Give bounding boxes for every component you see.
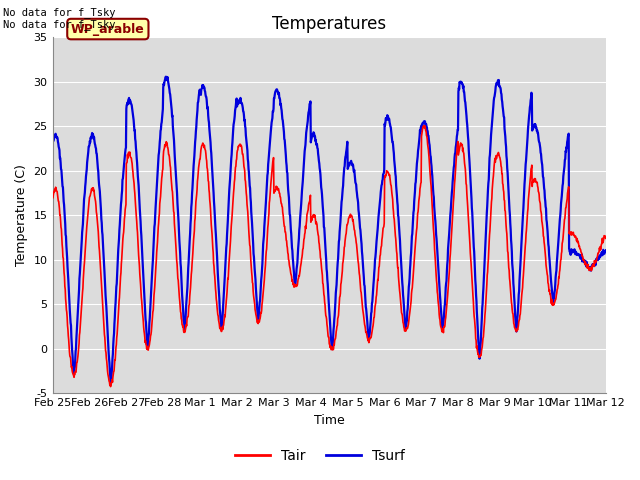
Tair: [488, 199, 495, 205]
Tsurf: [333, 273, 340, 278]
Tair: [420, 123, 428, 129]
Tair: [141, 339, 149, 345]
Text: No data for f_Tsky: No data for f_Tsky: [3, 19, 116, 30]
Tair: [639, 231, 640, 237]
Title: Temperatures: Temperatures: [272, 15, 386, 33]
Line: Tair: Tair: [52, 126, 640, 386]
Text: WP_arable: WP_arable: [71, 23, 145, 36]
Y-axis label: Temperature (C): Temperature (C): [15, 164, 28, 266]
Tair: [632, 252, 639, 258]
Tsurf: [322, 251, 330, 257]
Tair: [333, 327, 340, 333]
Tsurf: [574, 251, 582, 257]
Text: No data for f_Tsky: No data for f_Tsky: [3, 7, 116, 18]
Tsurf: [488, 127, 495, 133]
Tsurf: [639, 249, 640, 254]
Tair: [321, 309, 329, 314]
Tsurf: [141, 307, 149, 313]
X-axis label: Time: Time: [314, 414, 344, 427]
Tsurf: [49, 142, 56, 148]
Tsurf: [162, 74, 170, 80]
Tsurf: [632, 255, 639, 261]
Line: Tsurf: Tsurf: [52, 77, 640, 384]
Tsurf: [107, 381, 115, 386]
Tair: [107, 384, 115, 389]
Tair: [49, 195, 56, 201]
Legend: Tair, Tsurf: Tair, Tsurf: [230, 443, 410, 468]
Tair: [574, 238, 582, 244]
